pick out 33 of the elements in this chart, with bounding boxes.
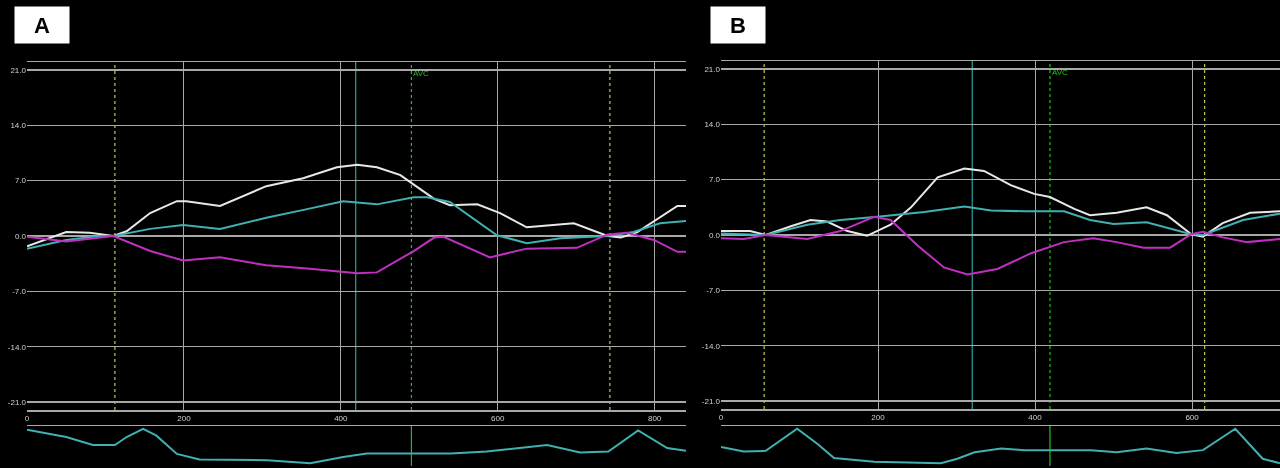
x-tick-label: 0 [24,414,30,424]
chart-title: A [34,12,50,38]
x-tick-label: 400 [1028,413,1043,423]
x-tick-label: 600 [1185,413,1200,423]
line-series [721,205,1280,236]
y-tick-label: 21.0 [704,64,721,74]
x-tick-label: 600 [491,414,505,424]
x-tick-label: 400 [334,414,349,424]
y-tick-label: 0.0 [14,231,27,241]
y-tick-label: 7.0 [708,175,721,185]
y-tick-label: 0.0 [708,230,721,240]
line-series [721,215,1280,276]
y-tick-label: 21.0 [10,65,27,75]
x-tick-label: 0 [718,413,724,423]
y-tick-label: 14.0 [704,120,721,130]
y-tick-label: 7.0 [14,176,27,186]
ref-line-label: AVC [1052,68,1069,77]
chart-title: B [730,12,746,38]
y-tick-label: -14.0 [7,342,27,352]
x-tick-label: 200 [871,413,886,423]
y-tick-label: -7.0 [706,286,721,296]
x-tick-label: 200 [177,414,192,424]
y-tick-label: -21.0 [7,397,27,407]
y-tick-label: -21.0 [701,396,721,406]
ref-line-label: AVC [413,69,430,78]
line-series [27,231,686,275]
line-series [27,196,686,250]
line-series [27,163,686,248]
line-series [721,167,1280,238]
x-tick-label: 800 [647,414,662,424]
y-tick-label: -14.0 [701,341,721,351]
y-tick-label: -7.0 [12,287,27,297]
y-tick-label: 14.0 [10,121,27,131]
